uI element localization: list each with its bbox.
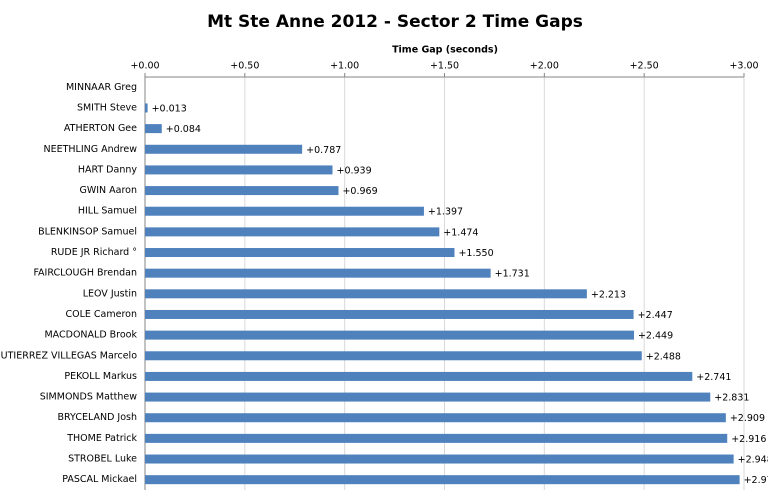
x-tick-label: +0.50 xyxy=(230,61,259,72)
value-label: +0.939 xyxy=(336,165,371,176)
bar xyxy=(145,309,634,319)
bar xyxy=(145,413,726,423)
y-tick-label: ATHERTON Gee xyxy=(64,123,137,134)
x-tick-label: +2.50 xyxy=(630,61,659,72)
bar xyxy=(145,248,455,258)
value-label: +0.013 xyxy=(152,103,187,114)
x-tick-label: +1.50 xyxy=(430,61,459,72)
value-label: +2.978 xyxy=(744,475,768,486)
bar xyxy=(145,392,711,402)
value-label: +2.449 xyxy=(638,331,673,342)
bar xyxy=(145,268,491,278)
chart-title: Mt Ste Anne 2012 - Sector 2 Time Gaps xyxy=(207,12,583,32)
x-axis-title: Time Gap (seconds) xyxy=(392,45,498,56)
y-tick-label: PASCAL Mickael xyxy=(62,474,137,485)
y-tick-label: NEETHLING Andrew xyxy=(43,144,137,155)
y-tick-label: GUTIERREZ VILLEGAS Marcelo xyxy=(0,350,137,361)
bar xyxy=(145,475,740,485)
bar xyxy=(145,454,734,464)
x-tick-label: +2.00 xyxy=(530,61,559,72)
y-tick-label: BRYCELAND Josh xyxy=(58,412,137,423)
bar xyxy=(145,330,634,340)
value-label: +1.397 xyxy=(428,207,463,218)
y-tick-label: BLENKINSOP Samuel xyxy=(38,226,137,237)
y-tick-label: MACDONALD Brook xyxy=(44,330,137,341)
x-tick-label: +3.00 xyxy=(729,61,758,72)
value-label: +1.474 xyxy=(443,227,478,238)
value-label: +2.213 xyxy=(591,289,626,300)
bar xyxy=(145,206,424,216)
y-tick-label: FAIRCLOUGH Brendan xyxy=(33,268,137,279)
bar xyxy=(145,103,148,113)
y-tick-label: MINNAAR Greg xyxy=(66,82,137,93)
y-tick-label: RUDE JR Richard ° xyxy=(51,247,137,258)
y-tick-label: THOME Patrick xyxy=(66,433,137,444)
value-label: +2.916 xyxy=(731,434,766,445)
y-tick-label: GWIN Aaron xyxy=(79,185,137,196)
value-label: +2.447 xyxy=(638,310,673,321)
y-tick-label: COLE Cameron xyxy=(65,309,137,320)
bar xyxy=(145,289,587,299)
bar xyxy=(145,124,162,134)
value-label: +0.084 xyxy=(166,124,201,135)
value-label: +2.948 xyxy=(738,455,768,466)
value-label: +1.731 xyxy=(495,269,530,280)
bar xyxy=(145,165,333,175)
bar xyxy=(145,371,693,381)
value-label: +0.787 xyxy=(306,145,341,156)
x-tick-label: +0.00 xyxy=(130,61,159,72)
x-tick-label: +1.00 xyxy=(330,61,359,72)
value-label: +2.488 xyxy=(646,351,681,362)
value-label: +1.550 xyxy=(458,248,493,259)
bar xyxy=(145,227,440,237)
value-label: +2.741 xyxy=(696,372,731,383)
value-label: +2.831 xyxy=(714,393,749,404)
bar xyxy=(145,144,303,154)
y-tick-label: SIMMONDS Matthew xyxy=(40,392,138,403)
y-tick-label: HILL Samuel xyxy=(78,206,137,217)
y-tick-label: HART Danny xyxy=(78,164,138,175)
y-tick-label: SMITH Steve xyxy=(77,102,137,113)
value-label: +2.909 xyxy=(730,413,765,424)
bar xyxy=(145,186,339,196)
bar xyxy=(145,351,642,361)
bar xyxy=(145,433,728,443)
value-label: +0.969 xyxy=(342,186,377,197)
y-tick-label: LEOV Justin xyxy=(83,288,137,299)
y-tick-label: PEKOLL Markus xyxy=(64,371,137,382)
y-tick-label: STROBEL Luke xyxy=(68,454,137,465)
